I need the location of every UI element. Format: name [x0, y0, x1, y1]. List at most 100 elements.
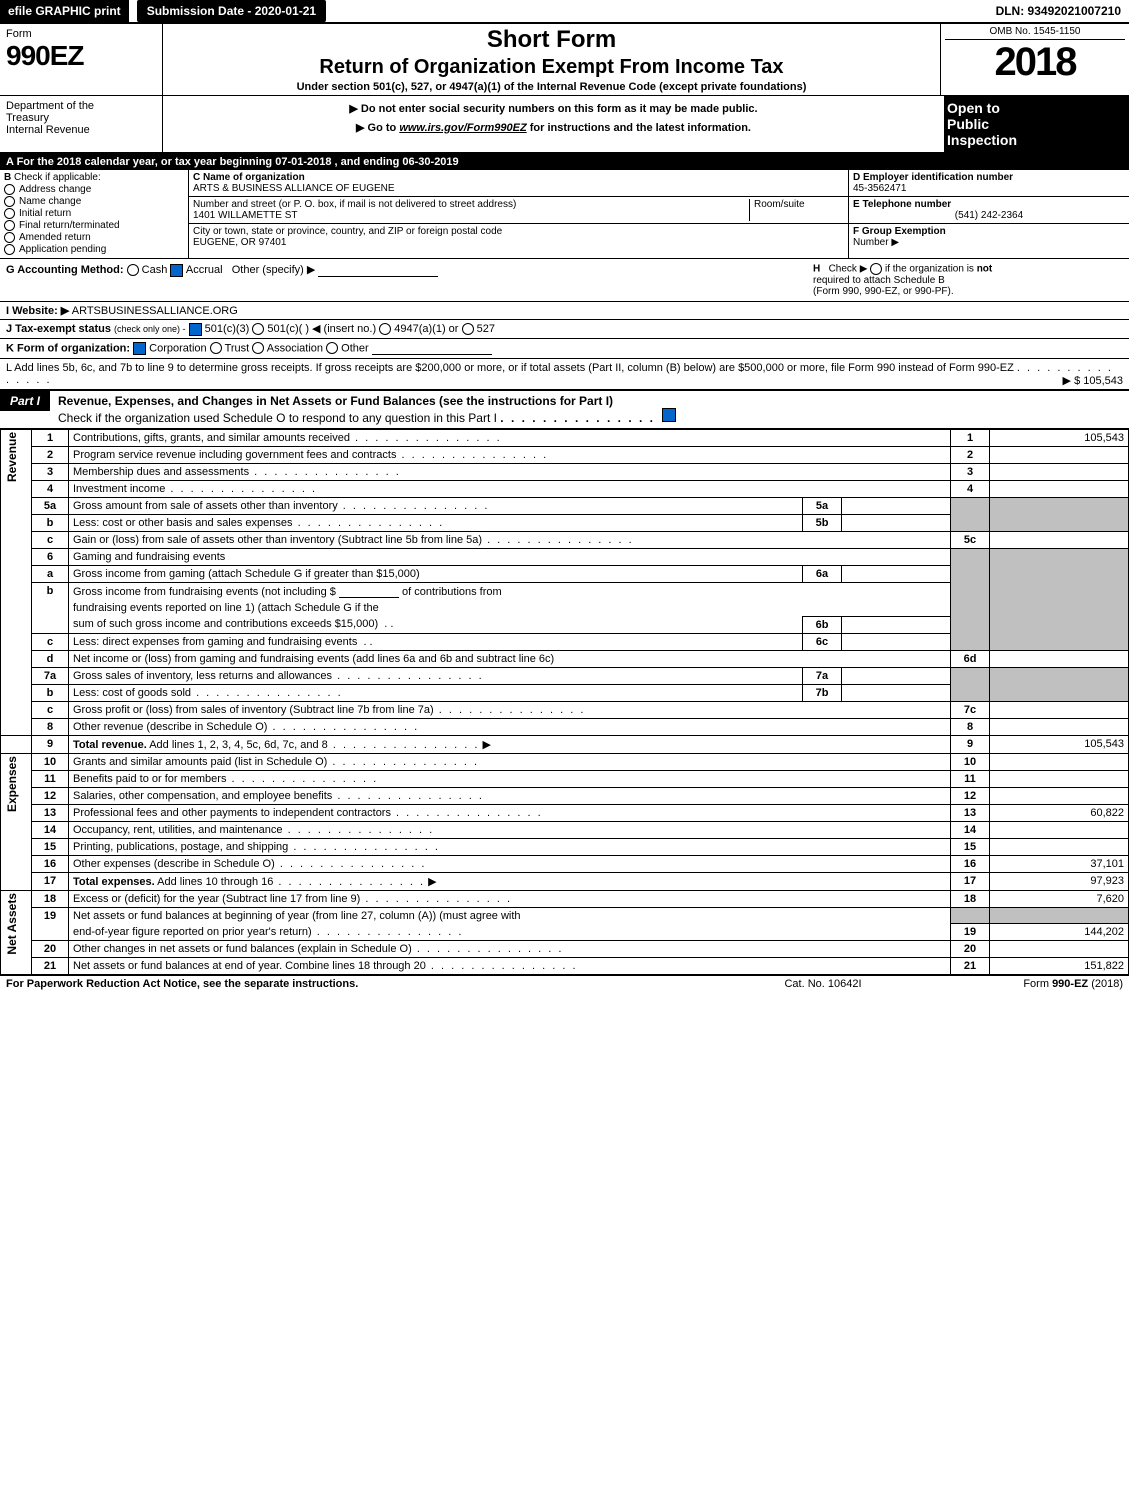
line-desc: Membership dues and assessments	[69, 463, 951, 480]
check-application-pending[interactable]: Application pending	[4, 244, 184, 255]
other-specify-blank	[318, 264, 438, 277]
other-option: Other (specify) ▶	[232, 264, 316, 276]
irs-link[interactable]: www.irs.gov/Form990EZ	[399, 122, 526, 134]
part-i-header: Part I Revenue, Expenses, and Changes in…	[0, 391, 1129, 429]
check-final-return[interactable]: Final return/terminated	[4, 220, 184, 231]
line-i-website: I Website: ▶ ARTSBUSINESSALLIANCE.ORG	[0, 302, 1129, 320]
sub-num: 6a	[803, 565, 842, 582]
website-label: I Website: ▶	[6, 305, 69, 317]
sub-num: 6c	[803, 633, 842, 650]
line-desc: Grants and similar amounts paid (list in…	[69, 753, 951, 770]
radio-icon[interactable]	[379, 323, 391, 335]
radio-icon[interactable]	[870, 263, 882, 275]
radio-icon[interactable]	[210, 342, 222, 354]
k-other-blank	[372, 342, 492, 355]
org-address: 1401 WILLAMETTE ST	[193, 210, 749, 221]
k-trust: Trust	[225, 342, 250, 354]
revenue-side-continue	[1, 735, 32, 753]
line-num: b	[32, 684, 69, 701]
line-num: 3	[32, 463, 69, 480]
tot-num: 13	[951, 804, 990, 821]
goto-prefix: ▶ Go to	[356, 122, 399, 134]
check-label: Amended return	[19, 232, 91, 243]
line-num: 19	[32, 907, 69, 941]
radio-icon[interactable]	[462, 323, 474, 335]
line-num: 2	[32, 446, 69, 463]
line-num: a	[32, 565, 69, 582]
tot-num: 21	[951, 958, 990, 975]
ein-label: D Employer identification number	[853, 172, 1125, 183]
radio-icon	[4, 184, 15, 195]
submission-date-badge: Submission Date - 2020-01-21	[137, 0, 326, 22]
accounting-method-row: G Accounting Method: Cash Accrual Other …	[6, 263, 813, 297]
line-desc: Gain or (loss) from sale of assets other…	[69, 531, 951, 548]
sub-val	[842, 616, 951, 633]
k-association: Association	[267, 342, 323, 354]
check-name-change[interactable]: Name change	[4, 196, 184, 207]
j-opt1: 501(c)(3)	[205, 323, 250, 335]
radio-icon	[4, 196, 15, 207]
radio-icon[interactable]	[252, 323, 264, 335]
tot-num: 20	[951, 941, 990, 958]
radio-icon[interactable]	[326, 342, 338, 354]
line-num: 11	[32, 770, 69, 787]
check-address-change[interactable]: Address change	[4, 184, 184, 195]
line-num: b	[32, 582, 69, 633]
checkbox-checked-icon[interactable]	[170, 264, 183, 277]
radio-icon[interactable]	[252, 342, 264, 354]
line-num: 10	[32, 753, 69, 770]
city-label: City or town, state or province, country…	[193, 226, 502, 237]
sub-num: 7b	[803, 684, 842, 701]
line-desc: Net assets or fund balances at beginning…	[69, 907, 951, 924]
tot-num: 3	[951, 463, 990, 480]
k-corporation: Corporation	[149, 342, 206, 354]
line-desc: Excess or (deficit) for the year (Subtra…	[69, 890, 951, 907]
tot-num: 15	[951, 838, 990, 855]
period-mid: , and ending	[335, 156, 403, 168]
tot-val: 151,822	[990, 958, 1129, 975]
form-header: Form 990EZ Short Form Return of Organiza…	[0, 24, 1129, 96]
c-name-label: C Name of organization	[193, 172, 844, 183]
check-initial-return[interactable]: Initial return	[4, 208, 184, 219]
line-desc: sum of such gross income and contributio…	[69, 616, 803, 633]
checkbox-checked-icon[interactable]	[662, 408, 676, 422]
website-value[interactable]: ARTSBUSINESSALLIANCE.ORG	[72, 305, 238, 317]
j-opt2: 501(c)( ) ◀ (insert no.)	[267, 323, 376, 335]
period-begin: 07-01-2018	[275, 156, 331, 168]
sub-val	[842, 565, 951, 582]
check-amended-return[interactable]: Amended return	[4, 232, 184, 243]
dept-line1: Department of the	[6, 100, 156, 112]
k-label: K Form of organization:	[6, 342, 130, 354]
line-desc: Program service revenue including govern…	[69, 446, 951, 463]
sub-val	[842, 667, 951, 684]
tot-num: 17	[951, 872, 990, 890]
line-desc: Gross income from gaming (attach Schedul…	[69, 565, 803, 582]
line-desc: Gross amount from sale of assets other t…	[69, 497, 803, 514]
tot-num: 7c	[951, 701, 990, 718]
phone-label: E Telephone number	[853, 199, 1125, 210]
tot-val: 105,543	[990, 429, 1129, 446]
dept-line2: Treasury	[6, 112, 156, 124]
j-opt3: 4947(a)(1) or	[394, 323, 458, 335]
open-line3: Inspection	[947, 132, 1127, 148]
line-desc: Other changes in net assets or fund bala…	[69, 941, 951, 958]
line-num: 16	[32, 855, 69, 872]
form-id-block: Form 990EZ	[0, 24, 163, 95]
revenue-side-label: Revenue	[1, 429, 32, 735]
h-check-text: Check ▶	[829, 264, 868, 275]
line-num: c	[32, 633, 69, 650]
check-label: Application pending	[19, 244, 106, 255]
tot-val	[990, 838, 1129, 855]
line-num: 5a	[32, 497, 69, 514]
tot-val	[990, 480, 1129, 497]
efile-label[interactable]: efile GRAPHIC print	[0, 0, 129, 22]
checkbox-checked-icon[interactable]	[133, 342, 146, 355]
sub-num: 5a	[803, 497, 842, 514]
tax-year: 2018	[945, 40, 1125, 85]
radio-icon[interactable]	[127, 264, 139, 276]
h-text3: required to attach Schedule B	[813, 275, 945, 286]
shaded-cell	[951, 667, 990, 701]
checkbox-checked-icon[interactable]	[189, 323, 202, 336]
tot-num: 2	[951, 446, 990, 463]
tot-val	[990, 753, 1129, 770]
